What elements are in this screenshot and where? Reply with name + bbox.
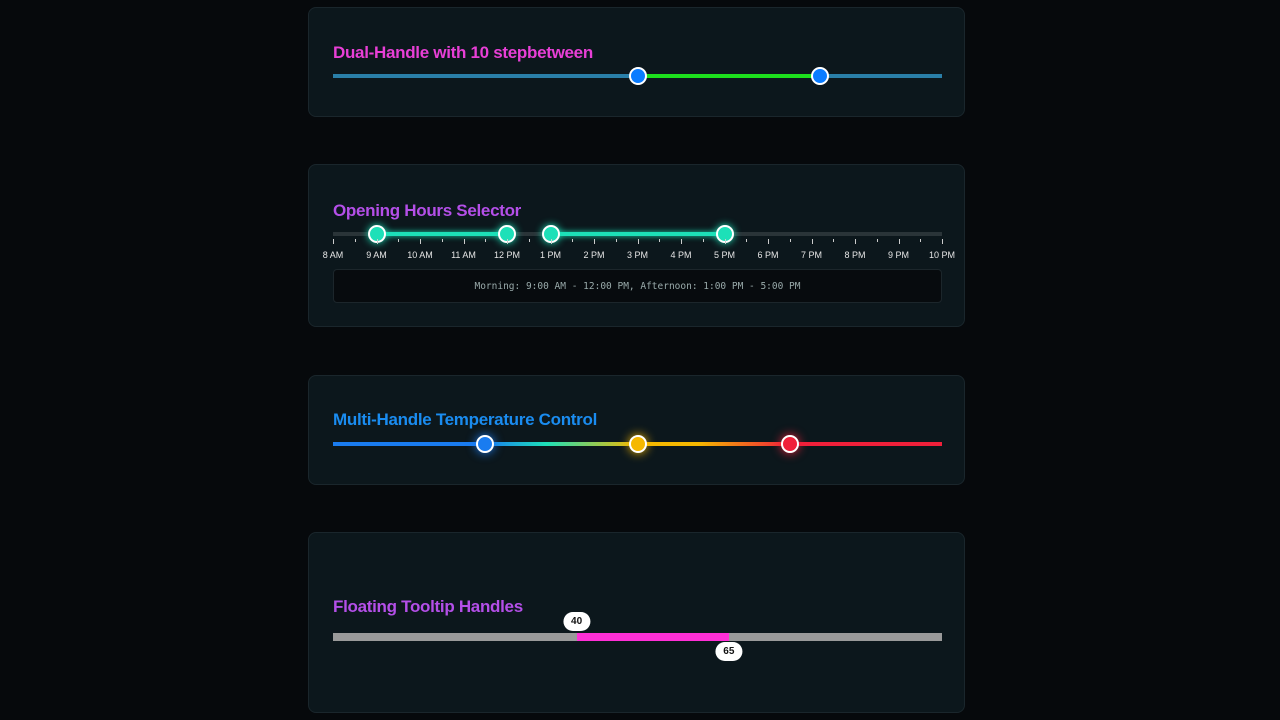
tick-mark <box>789 239 791 242</box>
card-title: Multi-Handle Temperature Control <box>333 410 597 429</box>
temperature-handle[interactable] <box>780 435 799 453</box>
tick-mark <box>485 239 487 242</box>
card-title: Dual-Handle with 10 stepbetween <box>333 43 593 62</box>
hour-label: 4 PM <box>670 250 692 260</box>
tick-mark <box>376 239 378 244</box>
hour-label: 12 PM <box>493 250 521 260</box>
tick-mark <box>463 239 465 244</box>
temperature-card: Multi-Handle Temperature Control <box>308 375 965 485</box>
tick-mark <box>441 239 443 242</box>
tick-mark <box>354 239 356 242</box>
hour-label: 3 PM <box>626 250 649 260</box>
hour-label: 1 PM <box>539 250 562 260</box>
tick-mark <box>833 239 835 242</box>
dual-slider-track[interactable] <box>333 67 942 85</box>
tick-mark <box>550 239 552 244</box>
card-title: Floating Tooltip Handles <box>333 597 523 616</box>
hour-label: 9 PM <box>887 250 910 260</box>
tick-mark <box>876 239 878 242</box>
tick-mark <box>724 239 726 244</box>
tick-mark <box>398 239 400 242</box>
tick-mark <box>942 239 943 244</box>
dual-slider-handle-min[interactable] <box>628 67 647 85</box>
hours-range-fill <box>550 232 725 236</box>
tick-mark <box>898 239 900 244</box>
dual-slider-fill <box>637 74 821 78</box>
dual-slider-handle-max[interactable] <box>811 67 830 85</box>
tick-mark <box>615 239 617 242</box>
hour-label: 10 AM <box>407 250 433 260</box>
tooltip-handle-max[interactable]: 65 <box>715 642 743 661</box>
hours-tick-scale: 8 AM 9 AM 10 AM 11 AM 12 PM 1 PM 2 PM 3 PM 4 PM 5… <box>323 239 955 260</box>
hour-label: 7 PM <box>800 250 823 260</box>
hour-label: 2 PM <box>583 250 605 260</box>
tick-mark <box>702 239 704 242</box>
tick-mark <box>811 239 813 244</box>
hour-label: 9 AM <box>366 250 387 260</box>
tick-mark <box>637 239 639 244</box>
tick-mark <box>659 239 661 242</box>
tooltip-slider-fill <box>576 633 729 641</box>
hour-label: 10 PM <box>928 250 956 260</box>
tick-mark <box>681 239 682 244</box>
tooltip-handle-min[interactable]: 40 <box>563 612 591 631</box>
hour-label: 11 AM <box>451 250 476 260</box>
tick-mark <box>594 239 595 244</box>
temperature-slider-track[interactable] <box>333 435 942 453</box>
hour-label: 5 PM <box>713 250 736 260</box>
tick-mark <box>572 239 574 242</box>
tooltip-slider-track[interactable]: 40 65 <box>333 612 942 661</box>
dual-handle-card: Dual-Handle with 10 stepbetween <box>308 7 965 117</box>
tick-mark <box>420 239 421 244</box>
hour-label: 6 PM <box>757 250 779 260</box>
tick-mark <box>528 239 530 242</box>
hours-range-fill <box>376 232 507 236</box>
hours-slider-track[interactable] <box>333 225 942 243</box>
temperature-handle[interactable] <box>628 435 647 453</box>
tick-mark <box>507 239 508 244</box>
tick-mark <box>855 239 856 244</box>
floating-tooltip-card: Floating Tooltip Handles 40 65 <box>308 532 965 713</box>
hour-label: 8 AM <box>322 250 344 260</box>
tick-mark <box>768 239 769 244</box>
tick-mark <box>333 239 334 244</box>
card-title: Opening Hours Selector <box>333 201 521 220</box>
opening-hours-card: Opening Hours Selector 8 AM 9 AM 10 AM 11 A… <box>308 164 965 327</box>
tick-mark <box>746 239 748 242</box>
tick-mark <box>920 239 922 242</box>
hour-label: 8 PM <box>844 250 866 260</box>
temperature-handle[interactable] <box>476 435 495 453</box>
hours-summary: Morning: 9:00 AM - 12:00 PM, Afternoon: … <box>333 269 942 303</box>
